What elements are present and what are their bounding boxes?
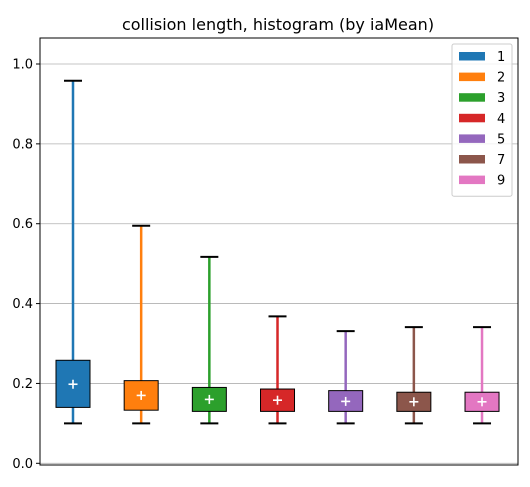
legend-swatch-9 — [459, 175, 485, 185]
legend-swatch-5 — [459, 134, 485, 143]
legend-label-2: 2 — [497, 71, 505, 86]
box-2 — [123, 224, 159, 425]
legend-label-5: 5 — [497, 132, 505, 147]
box-5 — [328, 330, 364, 425]
y-tick-label: 0.0 — [12, 457, 33, 472]
plot-frame — [39, 37, 519, 466]
legend-swatch-4 — [459, 113, 485, 123]
legend-swatch-2 — [459, 72, 485, 82]
y-tick-label: 0.2 — [12, 377, 33, 392]
legend-label-1: 1 — [497, 50, 505, 65]
legend-swatch-3 — [459, 93, 485, 102]
y-tick-label: 0.4 — [12, 297, 33, 312]
y-tick-label: 0.8 — [12, 137, 33, 152]
box-7 — [396, 326, 432, 425]
legend-swatch-7 — [459, 155, 485, 164]
legend-label-9: 9 — [497, 174, 505, 189]
box-4 — [260, 315, 296, 425]
chart-title: collision length, histogram (by iaMean) — [122, 15, 434, 34]
box-9 — [464, 326, 500, 425]
box-body — [123, 380, 159, 411]
y-tick-label: 1.0 — [12, 58, 33, 73]
legend-label-3: 3 — [497, 91, 505, 106]
box-3 — [191, 255, 227, 425]
box-1 — [55, 79, 91, 425]
y-tick-label: 0.6 — [12, 217, 33, 232]
legend-label-7: 7 — [497, 153, 505, 168]
legend-swatch-1 — [459, 52, 485, 61]
legend-label-4: 4 — [497, 112, 505, 127]
